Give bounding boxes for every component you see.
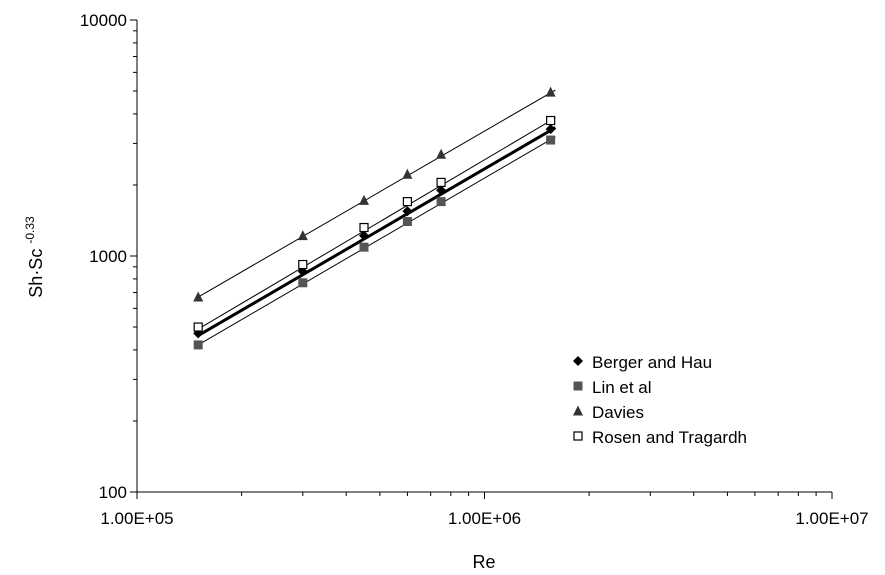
- data-point: [545, 124, 556, 135]
- data-point: [436, 185, 447, 196]
- data-point: [402, 206, 413, 217]
- data-point: [402, 168, 413, 179]
- y-tick-label: 1000: [89, 247, 127, 266]
- x-tick-label: 1.00E+05: [100, 509, 173, 528]
- data-point: [546, 115, 556, 126]
- legend-marker: [573, 405, 583, 416]
- tick-labels: 100 1000 10000 1.00E+05 1.00E+06 1.00E+07: [80, 11, 869, 528]
- y-tick-label: 10000: [80, 11, 127, 30]
- data-point: [298, 278, 308, 288]
- legend-label: Davies: [592, 403, 644, 422]
- data-point: [358, 194, 369, 205]
- fit-line: [197, 136, 556, 346]
- x-tick-label: 1.00E+07: [795, 509, 868, 528]
- data-point: [436, 197, 446, 207]
- data-point: [402, 197, 413, 207]
- legend-label: Berger and Hau: [592, 353, 712, 372]
- data-point: [359, 222, 369, 233]
- data-markers: [193, 86, 556, 350]
- data-point: [359, 242, 369, 252]
- x-tick-label: 1.00E+06: [448, 509, 521, 528]
- plot-area: [137, 20, 832, 492]
- fit-lines: [197, 89, 557, 346]
- legend-label: Lin et al: [592, 378, 652, 397]
- data-point: [193, 291, 204, 302]
- legend-marker: [573, 356, 583, 366]
- y-tick-label: 100: [99, 483, 127, 502]
- y-axis-title-exponent: -0.33: [23, 216, 37, 244]
- data-point: [193, 322, 203, 332]
- data-point: [297, 230, 308, 241]
- legend: Berger and Hau Lin et al Davies Rosen and T…: [573, 353, 747, 447]
- axes: [130, 19, 833, 499]
- legend-label: Rosen and Tragardh: [592, 428, 747, 447]
- data-point: [298, 259, 308, 270]
- legend-marker: [573, 381, 583, 391]
- fit-line: [197, 117, 556, 330]
- y-axis-title: Sh·Sc -0.33: [23, 216, 46, 298]
- data-point: [436, 177, 446, 188]
- data-point: [193, 340, 203, 350]
- data-point: [436, 148, 447, 159]
- fit-line: [197, 126, 557, 337]
- data-point: [546, 135, 556, 145]
- data-point: [545, 86, 556, 97]
- fit-line: [197, 89, 556, 298]
- data-point: [402, 217, 412, 227]
- legend-marker: [573, 431, 583, 441]
- x-axis-title: Re: [472, 552, 495, 572]
- plot-background: [137, 20, 832, 492]
- data-point: [358, 230, 369, 241]
- y-axis-title-base: Sh·Sc: [26, 249, 46, 298]
